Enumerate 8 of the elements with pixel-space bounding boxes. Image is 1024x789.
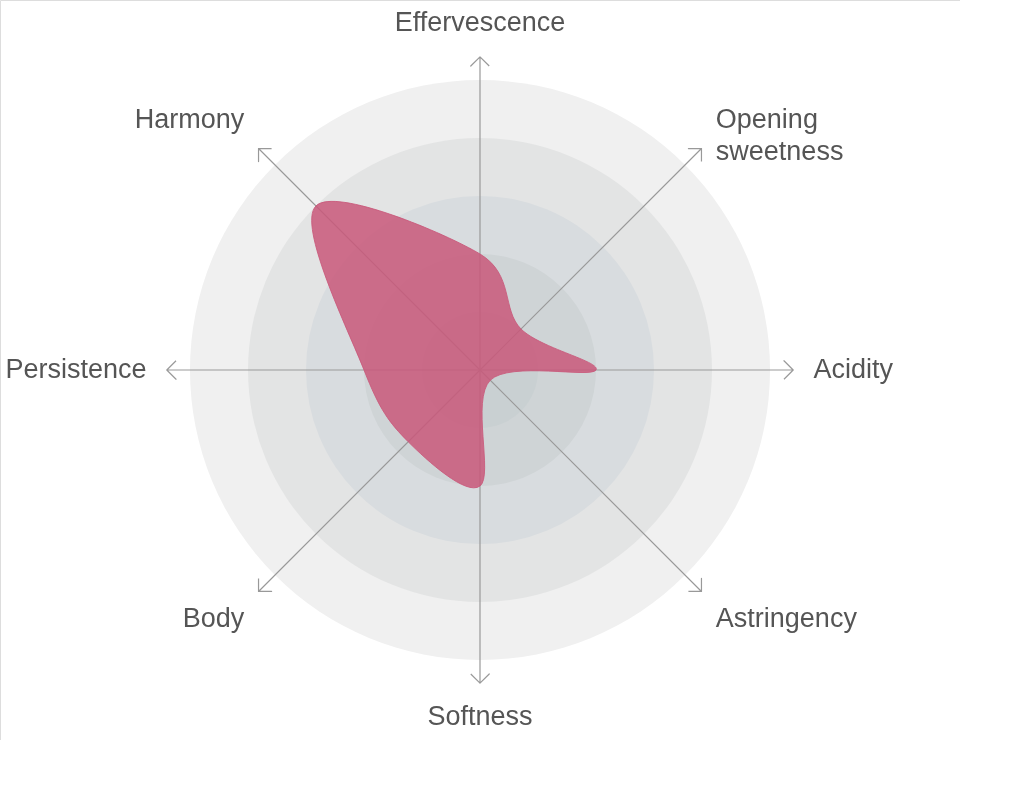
spoke-label: Astringency <box>715 602 858 633</box>
spoke-label: Opening sweetness <box>715 104 844 167</box>
spoke-label: Softness <box>427 700 533 731</box>
spoke-label: Persistence <box>5 354 147 384</box>
spoke-label: Harmony <box>134 104 245 135</box>
spoke-label: Acidity <box>813 354 894 384</box>
spoke-label: Body <box>182 602 245 633</box>
spoke-label: Effervescence <box>394 6 566 37</box>
